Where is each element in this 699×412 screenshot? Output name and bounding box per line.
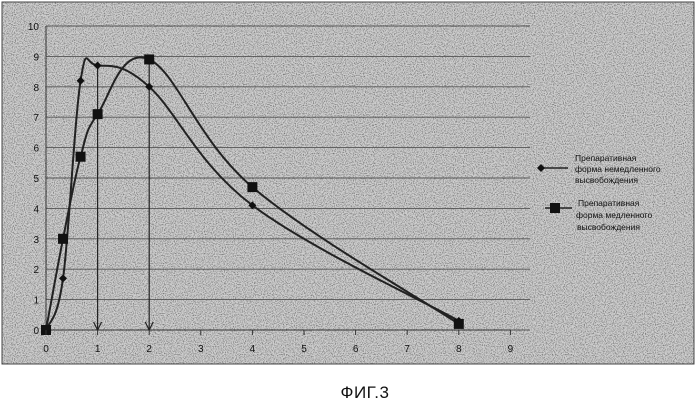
y-tick-label-0: 0 [33,326,39,337]
x-tick-label-5: 5 [301,344,307,355]
x-tick-label-6: 6 [353,344,359,355]
figure-caption: ФИГ.3 [341,383,390,402]
x-tick-label-7: 7 [404,344,410,355]
series-2-point-6 [247,182,257,192]
x-tick-label-9: 9 [508,344,514,355]
y-tick-label-6: 6 [33,144,39,155]
x-tick-label-0: 0 [43,344,49,355]
legend-label-immediate-2: форма немедленного [575,164,661,174]
series-2-point-5 [144,54,154,64]
legend-label-immediate-3: высвобождения [575,175,638,185]
legend-square-marker [550,203,560,213]
x-tick-label-1: 1 [95,344,101,355]
x-tick-label-8: 8 [456,344,462,355]
y-tick-label-5: 5 [33,174,39,185]
y-tick-label-4: 4 [33,204,39,215]
legend-label-immediate-1: Препаративная [575,153,637,163]
series-2-point-4 [93,109,103,119]
x-tick-label-2: 2 [146,344,152,355]
x-tick-label-4: 4 [250,344,256,355]
y-tick-label-9: 9 [33,52,39,63]
y-tick-label-2: 2 [33,265,39,276]
legend-label-slow-1: Препаративная [578,198,640,208]
legend-label-slow-2: форма медленного [576,210,652,220]
y-tick-label-10: 10 [28,22,40,33]
series-2-point-7 [454,319,464,329]
y-tick-label-7: 7 [33,113,39,124]
x-tick-label-3: 3 [198,344,204,355]
series-2-point-2 [58,234,68,244]
y-tick-label-8: 8 [33,83,39,94]
legend-label-slow-3: высвобождения [577,222,640,232]
y-tick-label-1: 1 [33,296,39,307]
series-2-point-3 [76,152,86,162]
y-tick-label-3: 3 [33,235,39,246]
